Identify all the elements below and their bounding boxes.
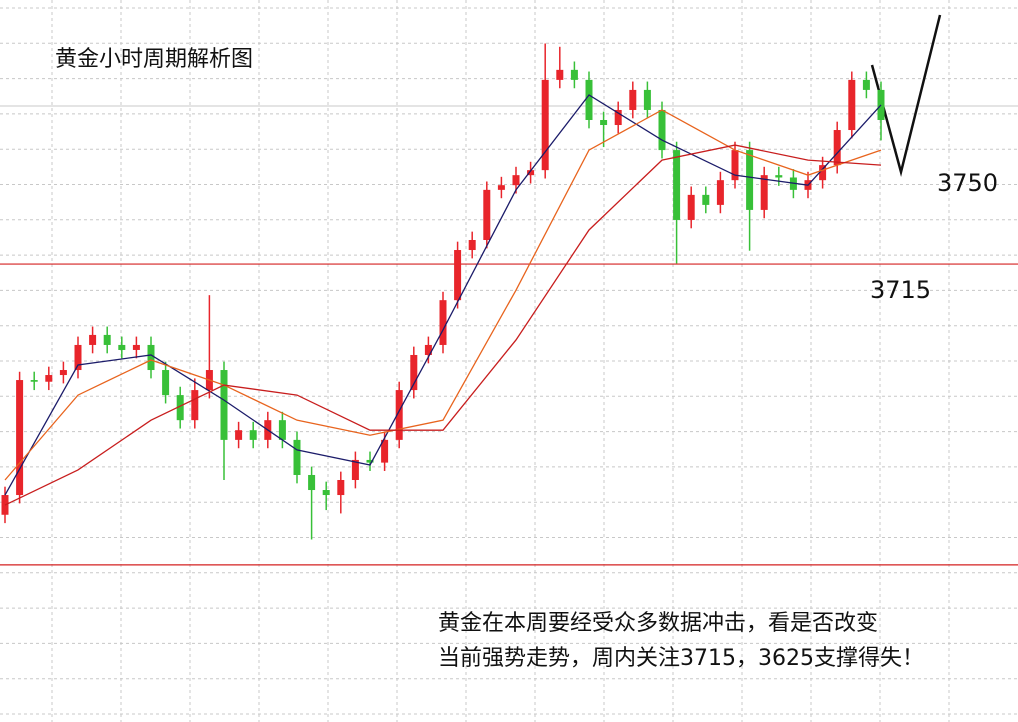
- moving-average: [4, 144, 882, 506]
- candle-body: [454, 250, 462, 301]
- candle-body: [687, 194, 695, 220]
- candle-body: [541, 79, 549, 171]
- candle-body: [381, 439, 389, 463]
- candle-body: [220, 370, 228, 440]
- candle-body: [235, 430, 243, 440]
- candle-body: [468, 239, 476, 251]
- candle-body: [395, 390, 403, 440]
- candle-body: [512, 175, 520, 186]
- candle-body: [308, 474, 316, 491]
- candle-body: [833, 130, 841, 166]
- candle-body: [760, 175, 768, 210]
- candle-body: [74, 344, 82, 371]
- target-label: 3750: [937, 169, 998, 197]
- candle-body: [746, 150, 754, 210]
- candle-body: [45, 375, 53, 382]
- candle-body: [556, 69, 564, 80]
- candle-body: [410, 354, 418, 391]
- candle-body: [614, 109, 622, 126]
- candle-body: [16, 380, 24, 496]
- candle-body: [702, 194, 710, 205]
- candle-body: [337, 479, 345, 496]
- candle-body: [497, 185, 505, 190]
- candle-body: [293, 439, 301, 475]
- candle-body: [103, 334, 111, 345]
- moving-average: [4, 109, 882, 481]
- candle-body: [673, 150, 681, 220]
- candle-body: [278, 420, 286, 440]
- chart-title: 黄金小时周期解析图: [55, 47, 253, 72]
- candle-body: [322, 490, 330, 496]
- candle-body: [848, 79, 856, 131]
- candle-body: [731, 150, 739, 181]
- candle-body: [89, 334, 97, 345]
- candle-body: [629, 89, 637, 110]
- candle-body: [658, 109, 666, 151]
- candle-body: [819, 165, 827, 181]
- candle-body: [439, 300, 447, 345]
- candle-body: [118, 344, 126, 350]
- candle-body: [570, 69, 578, 80]
- candle-body: [600, 119, 608, 126]
- candle-body: [716, 180, 724, 205]
- candle-body: [366, 459, 374, 463]
- candle-body: [249, 430, 257, 440]
- candle-body: [132, 344, 140, 350]
- candle-body: [191, 390, 199, 421]
- candle-body: [162, 370, 170, 396]
- level-label: 3715: [870, 276, 931, 304]
- candle-body: [585, 79, 593, 120]
- moving-average: [4, 94, 882, 496]
- candle-body: [351, 459, 359, 480]
- candle-body: [643, 89, 651, 110]
- annotation: 当前强势走势，周内关注3715，3625支撑得失！: [438, 646, 924, 671]
- candle-body: [775, 175, 783, 178]
- candle-body: [59, 370, 67, 376]
- candle-body: [176, 395, 184, 421]
- candle-body: [30, 380, 38, 382]
- candle-body: [424, 344, 432, 355]
- candle-body: [862, 79, 870, 90]
- candle-body: [483, 189, 491, 240]
- annotation: 黄金在本周要经受众多数据冲击，看是否改变: [438, 611, 878, 636]
- candle-body: [527, 170, 535, 176]
- candle-body: [147, 344, 155, 371]
